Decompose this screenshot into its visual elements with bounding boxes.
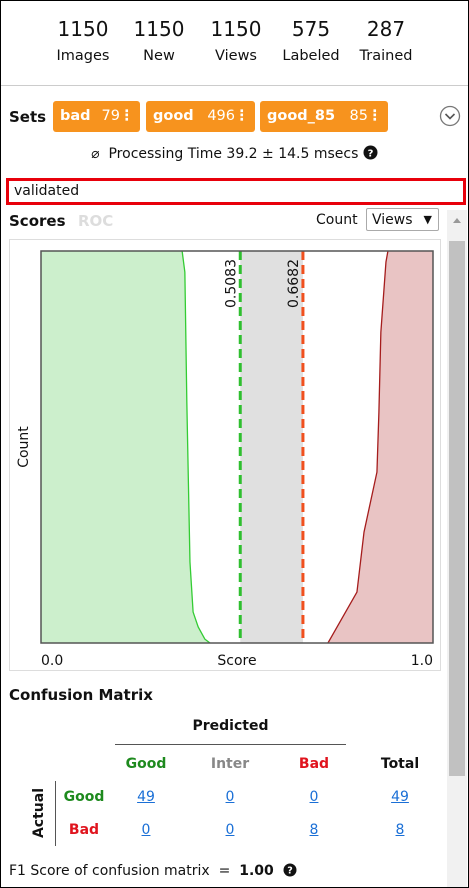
f1-equals: = — [218, 863, 231, 879]
cm-column: Good — [125, 756, 167, 772]
select-value: Views — [372, 212, 413, 228]
pt-mean: 39.2 — [226, 146, 258, 162]
select[interactable]: Views ▼ — [366, 208, 439, 231]
predicted-label: Predicted — [192, 718, 269, 734]
help-icon[interactable]: ? — [363, 145, 378, 160]
roc-tab[interactable]: ROC — [78, 212, 114, 230]
diameter-symbol: ⌀ — [91, 146, 100, 162]
chip-name: bad — [60, 108, 91, 124]
f1-label: F1 Score of confusion matrix — [9, 863, 210, 879]
chip-menu: ⋮ — [119, 108, 135, 124]
scroll-thumb[interactable] — [449, 241, 465, 776]
threshold-band — [240, 251, 303, 643]
pt-std: 14.5 — [278, 146, 310, 162]
stat: 575 Labeled — [273, 17, 349, 67]
scrollbar[interactable] — [447, 210, 467, 887]
stat-value: 1150 — [210, 17, 262, 41]
filter-text: validated — [14, 183, 80, 199]
help-icon[interactable]: ? — [283, 863, 297, 877]
threshold-label: 0.5083 — [223, 259, 239, 308]
stat-value: 1150 — [133, 17, 185, 41]
chip-name: good — [153, 108, 194, 124]
actual-rule — [55, 781, 56, 846]
divider — [1, 85, 468, 86]
area-line — [327, 250, 389, 644]
actual-label: Actual — [31, 787, 47, 839]
cm-column: Inter — [210, 756, 250, 772]
stat-label: Images — [56, 48, 110, 64]
stat-label: Labeled — [282, 48, 340, 64]
chip-name: good_85 — [267, 108, 336, 124]
x-tick-label: 1.0 — [411, 653, 433, 669]
area-fill — [41, 251, 210, 643]
svg-text:?: ? — [287, 866, 293, 877]
sets-title: Sets — [9, 108, 47, 126]
cm-row-label: Bad — [68, 822, 100, 838]
count-label: Count — [316, 212, 358, 228]
cm-cell[interactable]: 8 — [309, 822, 319, 838]
set-chip[interactable]: bad 79 ⋮ — [53, 101, 140, 132]
processing-time: ⌀ Processing Time 39.2 ± 14.5 msecs ? — [1, 145, 468, 162]
cm-cell[interactable]: 0 — [309, 789, 319, 805]
cm-cell[interactable]: 8 — [395, 822, 405, 838]
f1-line: F1 Score of confusion matrix = 1.00 ? — [9, 863, 297, 879]
stat-label: Views — [215, 48, 257, 64]
cm-column: Total — [380, 756, 420, 772]
x-tick-label: 0.0 — [41, 653, 63, 669]
chip-menu: ⋮ — [367, 108, 383, 124]
cm-cell[interactable]: 0 — [225, 789, 235, 805]
cm-cell[interactable]: 49 — [391, 789, 409, 805]
cm-cell[interactable]: 0 — [225, 822, 235, 838]
area-fill — [327, 251, 433, 643]
cm-cell[interactable]: 0 — [141, 822, 151, 838]
stat-value: 575 — [291, 17, 331, 41]
plot-frame — [40, 250, 434, 644]
set-chip[interactable]: good 496 ⋮ — [146, 101, 255, 132]
svg-text:?: ? — [367, 149, 373, 160]
threshold-label: 0.6682 — [286, 259, 302, 308]
area-line — [181, 250, 211, 644]
stat-value: 1150 — [57, 17, 109, 41]
chip-count: 79 — [101, 108, 120, 124]
stat: 1150 Views — [198, 17, 274, 67]
chip-count: 85 — [349, 108, 368, 124]
stat-label: Trained — [359, 48, 413, 64]
pt-label: Processing Time — [108, 146, 222, 162]
stat: 1150 New — [121, 17, 197, 67]
cm-title: Confusion Matrix — [9, 686, 153, 704]
pt-pm: ± — [262, 146, 274, 162]
set-chip[interactable]: good_85 85 ⋮ — [260, 101, 388, 132]
scores-title[interactable]: Scores — [9, 212, 66, 230]
cm-cell[interactable]: 49 — [137, 789, 155, 805]
cm-column: Bad — [298, 756, 330, 772]
chip-count: 496 — [207, 108, 235, 124]
stat-label: New — [143, 48, 175, 64]
collapse-button[interactable] — [439, 105, 461, 127]
stat-value: 287 — [366, 17, 406, 41]
pt-unit: msecs — [313, 146, 359, 162]
filter-input[interactable]: validated — [6, 178, 466, 205]
score-chart: 0.5083 0.6682 0.0 1.0 Score Count — [9, 239, 441, 671]
x-axis-label: Score — [217, 653, 256, 669]
cm-row-label: Good — [63, 789, 105, 805]
chip-menu: ⋮ — [234, 108, 250, 124]
stat: 1150 Images — [45, 17, 121, 67]
f1-value: 1.00 — [239, 863, 274, 879]
predicted-rule — [115, 744, 346, 745]
stat: 287 Trained — [348, 17, 424, 67]
y-axis-label: Count — [16, 426, 32, 468]
